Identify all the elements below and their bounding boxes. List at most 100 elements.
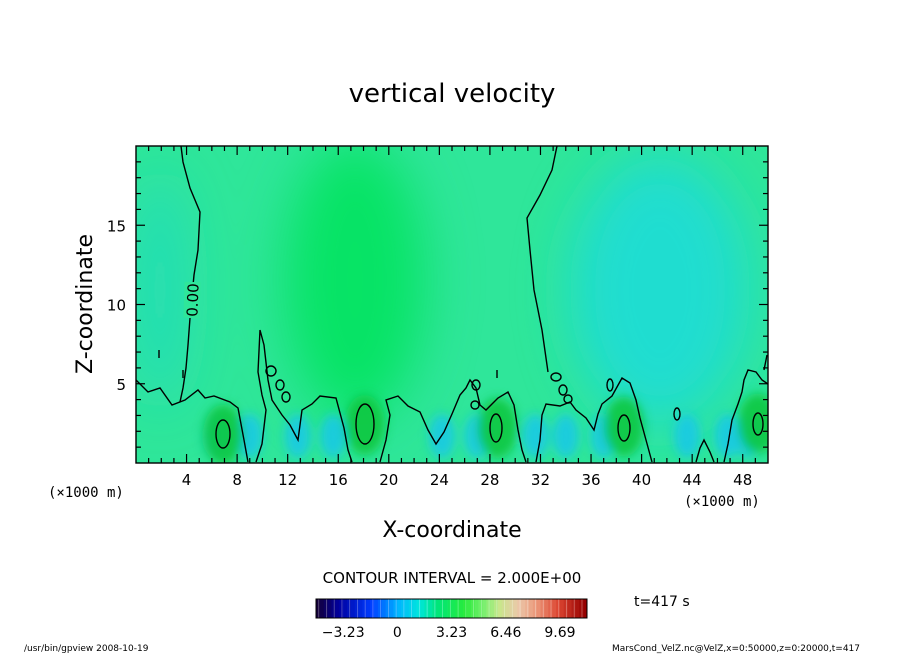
small-contour bbox=[470, 400, 480, 410]
time-label: t=417 s bbox=[634, 594, 690, 610]
colorbar-segment bbox=[331, 599, 336, 618]
colorbar-segment bbox=[323, 599, 328, 618]
colorbar-segment bbox=[486, 599, 491, 618]
colorbar-stripe bbox=[349, 599, 351, 618]
colorbar-segment bbox=[575, 599, 580, 618]
colorbar-segment bbox=[451, 599, 456, 618]
colorbar-segment bbox=[490, 599, 495, 618]
colorbar-stripe bbox=[326, 599, 327, 618]
colorbar-stripe bbox=[364, 599, 366, 618]
colorbar-segment bbox=[567, 599, 572, 618]
small-contour bbox=[550, 372, 562, 382]
colorbar-stripe bbox=[418, 599, 420, 618]
colorbar-segment bbox=[528, 599, 534, 618]
colorbar-segment bbox=[556, 599, 561, 618]
y-axis-ticks: 5 10 15 bbox=[107, 161, 768, 448]
colorbar-segment bbox=[412, 599, 417, 618]
downdraft-column bbox=[570, 155, 750, 425]
colorbar-segment bbox=[536, 599, 541, 618]
colorbar-stripe bbox=[488, 599, 490, 618]
colorbar-stripe bbox=[527, 599, 529, 618]
updraft-column bbox=[285, 146, 425, 420]
colorbar-segment bbox=[416, 599, 421, 618]
colorbar-segment bbox=[346, 599, 352, 618]
colorbar-segment bbox=[513, 599, 518, 618]
colorbar-stripe bbox=[473, 599, 474, 618]
small-contour bbox=[673, 407, 681, 421]
downdraft-cell bbox=[320, 414, 347, 459]
colorbar bbox=[316, 599, 588, 618]
x-tick-label: 24 bbox=[430, 471, 449, 489]
colorbar-segment bbox=[424, 599, 429, 618]
colorbar-stripe bbox=[388, 599, 389, 618]
colorbar-tick-labels: −3.23 0 3.23 6.46 9.69 bbox=[322, 625, 576, 641]
colorbar-segment bbox=[525, 599, 530, 618]
colorbar-stripe bbox=[333, 599, 335, 618]
small-contour bbox=[471, 379, 481, 391]
large-scale-structures bbox=[136, 146, 750, 425]
colorbar-stripe bbox=[566, 599, 567, 618]
x-tick-label: 16 bbox=[329, 471, 348, 489]
colorbar-segment bbox=[447, 599, 452, 618]
contour-label-group: 0.00 bbox=[183, 281, 203, 319]
colorbar-segment bbox=[439, 599, 445, 618]
colorbar-stripe bbox=[496, 599, 498, 618]
colorbar-segment bbox=[571, 599, 576, 618]
footer-left: /usr/bin/gpview 2008-10-19 bbox=[24, 644, 149, 654]
core-contour bbox=[617, 414, 631, 442]
colorbar-segment bbox=[459, 599, 464, 618]
contour-lines bbox=[136, 146, 768, 463]
colorbar-segment bbox=[505, 599, 510, 618]
x-tick-label: 48 bbox=[733, 471, 752, 489]
colorbar-tick-label: 6.46 bbox=[490, 625, 521, 641]
colorbar-segment bbox=[358, 599, 363, 618]
colorbar-stripe bbox=[550, 599, 552, 618]
zero-contour-left bbox=[180, 146, 201, 297]
updraft-core bbox=[603, 396, 644, 457]
colorbar-segment bbox=[432, 599, 437, 618]
x-tick-label: 44 bbox=[683, 471, 702, 489]
y-axis-unit: (×1000 m) bbox=[48, 485, 124, 501]
colorbar-segment bbox=[377, 599, 383, 618]
small-contour bbox=[265, 365, 277, 377]
contour-label: 0.00 bbox=[183, 283, 202, 317]
small-contour bbox=[563, 394, 573, 404]
y-tick-label: 5 bbox=[116, 376, 126, 394]
colorbar-segment bbox=[497, 599, 503, 618]
colorbar-segment bbox=[494, 599, 499, 618]
colorbar-segment bbox=[501, 599, 506, 618]
colorbar-segment bbox=[401, 599, 406, 618]
colorbar-segment bbox=[517, 599, 522, 618]
colorbar-segment bbox=[408, 599, 414, 618]
colorbar-segment bbox=[389, 599, 394, 618]
x-tick-label: 12 bbox=[278, 471, 297, 489]
colorbar-tick-label: 0 bbox=[393, 625, 402, 641]
y-tick-label: 15 bbox=[107, 217, 126, 235]
colorbar-segment bbox=[343, 599, 348, 618]
core-contour bbox=[355, 403, 375, 445]
colorbar-stripe bbox=[403, 599, 405, 618]
x-tick-label: 40 bbox=[632, 471, 651, 489]
colorbar-stripe bbox=[380, 599, 382, 618]
colorbar-segment bbox=[466, 599, 472, 618]
colorbar-segment bbox=[563, 599, 568, 618]
colorbar-segment bbox=[583, 599, 588, 618]
zero-contour-right bbox=[526, 146, 558, 373]
colorbar-segment bbox=[327, 599, 332, 618]
footer-right: MarsCond_VelZ.nc@VelZ,x=0:50000,z=0:2000… bbox=[612, 644, 860, 654]
downdraft-cell bbox=[552, 414, 579, 459]
low-level-cells bbox=[202, 393, 768, 463]
colorbar-stripe bbox=[318, 599, 320, 618]
updraft-core bbox=[203, 404, 244, 463]
small-contour bbox=[281, 391, 291, 403]
downdraft-cell bbox=[236, 414, 263, 459]
colorbar-segment bbox=[319, 599, 325, 618]
colorbar-stripe bbox=[442, 599, 444, 618]
colorbar-segment bbox=[381, 599, 386, 618]
colorbar-stripe bbox=[542, 599, 544, 618]
colorbar-segment bbox=[366, 599, 371, 618]
colorbar-segment bbox=[509, 599, 514, 618]
colorbar-segment bbox=[339, 599, 344, 618]
colorbar-segment bbox=[362, 599, 367, 618]
small-contour bbox=[275, 379, 285, 391]
